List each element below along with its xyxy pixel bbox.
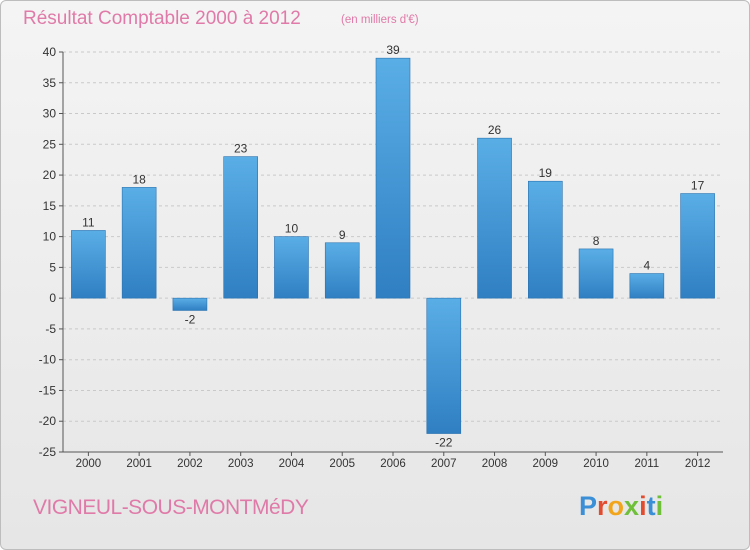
- x-tick-label-2003: 2003: [228, 458, 254, 470]
- y-tick-label: -20: [39, 414, 57, 428]
- x-tick-label-2001: 2001: [126, 458, 152, 470]
- bar-2002[interactable]: [172, 297, 208, 311]
- bar-2006[interactable]: [375, 57, 411, 299]
- bars: [71, 57, 715, 434]
- x-tick-label-2004: 2004: [279, 458, 305, 470]
- data-label-2003: 23: [234, 142, 248, 156]
- data-label-2008: 26: [488, 123, 502, 137]
- bar-2003[interactable]: [223, 156, 258, 299]
- data-label-2006: 39: [386, 43, 400, 57]
- y-tick-label: -5: [45, 322, 56, 336]
- logo-letter: P: [579, 491, 598, 521]
- bar-2008[interactable]: [477, 137, 512, 299]
- y-tick-label: -25: [39, 445, 57, 459]
- logo-letter: o: [607, 491, 625, 521]
- data-label-2002: -2: [185, 312, 196, 326]
- y-tick-label: -10: [39, 353, 57, 367]
- x-tick-label-2000: 2000: [76, 458, 102, 470]
- y-tick-label: 25: [43, 137, 57, 151]
- bar-2011[interactable]: [629, 273, 665, 299]
- logo-letter: i: [639, 491, 647, 521]
- logo-letter: r: [597, 491, 608, 521]
- y-tick-label: 30: [43, 107, 57, 121]
- y-tick-label: 20: [43, 168, 57, 182]
- logo-letter: i: [655, 491, 664, 521]
- data-label-2010: 8: [593, 234, 600, 248]
- bar-2009[interactable]: [528, 180, 563, 299]
- proxiti-logo[interactable]: Proxiti: [579, 491, 663, 522]
- bar-2010[interactable]: [578, 248, 614, 299]
- y-tick-label: 15: [43, 199, 57, 213]
- y-tick-label: 0: [49, 291, 56, 305]
- y-tick-label: 10: [43, 230, 57, 244]
- y-tick-label: 5: [49, 260, 56, 274]
- data-label-2012: 17: [691, 179, 705, 193]
- x-tick-label-2008: 2008: [482, 458, 508, 470]
- y-tick-label: -15: [39, 383, 57, 397]
- y-tick-label: 35: [43, 76, 57, 90]
- y-tick-label: 40: [43, 45, 57, 59]
- data-labels: 11 18 -2 23 10 9 39 -22 26 19 8 4 17: [82, 43, 704, 449]
- data-label-2004: 10: [285, 222, 299, 236]
- commune-name: VIGNEUL-SOUS-MONTMéDY: [33, 496, 309, 519]
- x-tick-label-2012: 2012: [685, 458, 711, 470]
- x-tick-label-2002: 2002: [177, 458, 203, 470]
- data-label-2011: 4: [644, 259, 651, 273]
- x-tick-label-2009: 2009: [533, 458, 559, 470]
- logo-letter: t: [646, 491, 656, 521]
- x-tick-label-2010: 2010: [583, 458, 609, 470]
- x-tick-label-2007: 2007: [431, 458, 457, 470]
- data-label-2005: 9: [339, 228, 346, 242]
- bar-2005[interactable]: [324, 242, 360, 299]
- bar-2001[interactable]: [121, 187, 157, 299]
- chart-title: Résultat Comptable 2000 à 2012: [23, 8, 301, 29]
- bar-2004[interactable]: [274, 236, 309, 299]
- bar-2007[interactable]: [426, 297, 462, 434]
- data-label-2001: 18: [132, 172, 146, 186]
- axes: 40 35 30 25 20 15 10 5 0 -5 -10 -15 -20 -25 2000 2001 20…: [39, 45, 723, 470]
- data-label-2000: 11: [82, 215, 95, 229]
- logo-letter: x: [624, 491, 640, 521]
- bar-2000[interactable]: [71, 230, 106, 299]
- data-label-2009: 19: [539, 166, 553, 180]
- x-tick-label-2005: 2005: [329, 458, 355, 470]
- data-label-2007: -22: [435, 436, 453, 450]
- bar-2012[interactable]: [680, 193, 715, 299]
- x-tick-label-2006: 2006: [380, 458, 406, 470]
- chart-subtitle: (en milliers d'€): [341, 14, 419, 26]
- x-tick-label-2011: 2011: [634, 458, 659, 470]
